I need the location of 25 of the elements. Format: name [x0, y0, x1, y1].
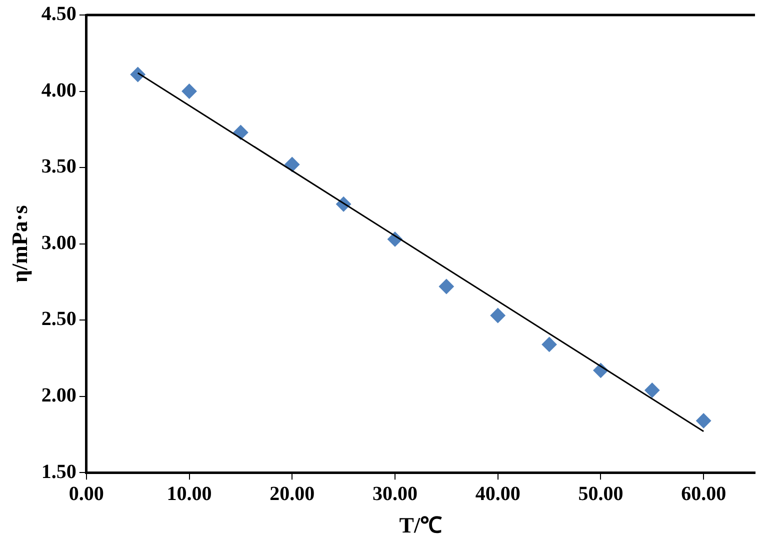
point: [542, 336, 557, 352]
y-tick-label: 4.00: [41, 79, 76, 102]
point: [644, 382, 660, 398]
point: [284, 156, 300, 172]
y-tick-label: 2.00: [41, 384, 76, 407]
point: [130, 66, 146, 82]
y-tick-label: 3.00: [41, 232, 76, 254]
x-tick-label: 10.00: [166, 482, 212, 505]
y-tick-label: 1.50: [41, 460, 76, 483]
y-tick-label: 2.50: [41, 308, 76, 330]
y-tick-label: 3.50: [41, 156, 76, 178]
y-tick-label: 4.50: [41, 3, 76, 26]
x-tick-label: 0.00: [68, 482, 104, 505]
x-tick-label: 30.00: [372, 482, 418, 505]
x-tick-label: 60.00: [681, 482, 726, 505]
point: [233, 124, 248, 140]
point: [438, 279, 454, 294]
point: [182, 84, 197, 99]
point: [490, 308, 506, 323]
x-tick-label: 50.00: [578, 482, 624, 505]
point: [696, 413, 712, 428]
y-axis-title: η/mPa·s: [6, 204, 32, 282]
x-tick-label: 40.00: [475, 482, 520, 505]
x-axis-title: T/℃: [399, 512, 442, 538]
x-tick-label: 20.00: [270, 482, 315, 505]
